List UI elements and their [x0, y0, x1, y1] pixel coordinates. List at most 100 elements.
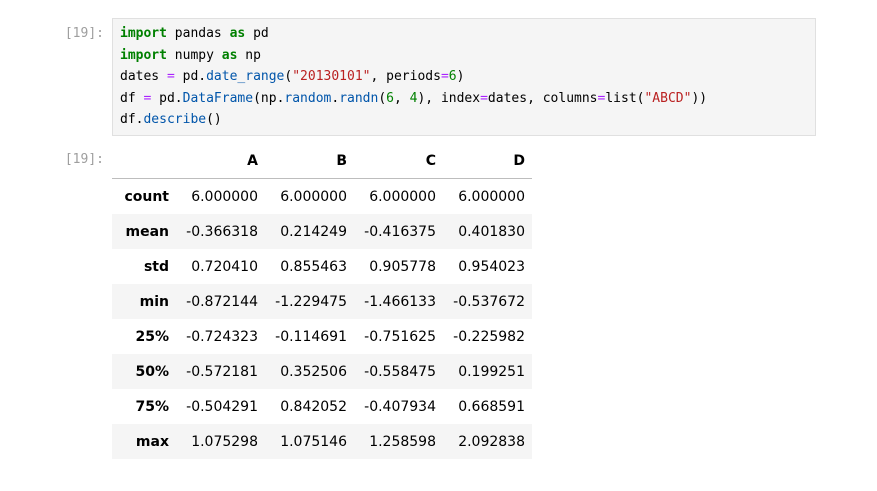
table-cell: 1.258598 — [369, 433, 436, 450]
row-index: max — [135, 433, 169, 450]
table-cell: -1.229475 — [275, 293, 347, 310]
table-cell: 0.199251 — [458, 363, 525, 380]
code-token: )) — [691, 90, 708, 106]
column-header: A — [176, 143, 265, 179]
table-cell: 0.214249 — [280, 223, 347, 240]
column-header: D — [443, 143, 532, 179]
table-cell: -0.114691 — [275, 328, 347, 345]
code-token: numpy — [174, 47, 214, 63]
column-header: C — [354, 143, 443, 179]
table-cell: -0.416375 — [364, 223, 436, 240]
table-cell: 0.352506 — [280, 363, 347, 380]
code-token: ) — [456, 69, 465, 84]
code-token: "ABCD" — [644, 90, 692, 106]
code-token: 6 — [448, 69, 457, 84]
code-line: import numpy as np — [120, 45, 815, 67]
table-cell: -0.537672 — [453, 293, 525, 310]
corner — [112, 143, 176, 179]
table-cell: 6.000000 — [280, 188, 347, 205]
table-row: mean -0.366318 0.214249 -0.416375 0.401830 — [112, 214, 532, 249]
code-line: import pandas as pd — [120, 23, 815, 45]
code-token: DataFrame — [182, 90, 254, 106]
code-cell[interactable]: import pandas as pd import numpy as np dat… — [112, 18, 816, 136]
table-cell: -0.558475 — [364, 363, 436, 380]
code-token: pd — [182, 69, 199, 84]
code-token: "20130101" — [292, 69, 371, 84]
row-index: mean — [125, 223, 170, 240]
table-row: min -0.872144 -1.229475 -1.466133 -0.537672 — [112, 284, 532, 319]
code-token: randn — [339, 90, 379, 106]
table-cell: 2.092838 — [458, 433, 525, 450]
code-token — [222, 26, 230, 41]
code-token: = — [440, 69, 449, 84]
code-token: . — [331, 90, 340, 106]
code-token: as — [221, 47, 238, 63]
code-token: periods — [386, 69, 441, 84]
table-cell: 6.000000 — [458, 188, 525, 205]
table-row: 50% -0.572181 0.352506 -0.558475 0.199251 — [112, 354, 532, 389]
table-cell: 0.842052 — [280, 398, 347, 415]
code-token: () — [206, 112, 222, 127]
row-index: 50% — [135, 363, 169, 380]
code-token: = — [597, 90, 606, 106]
table-cell: 0.668591 — [458, 398, 525, 415]
code-token: = — [143, 90, 152, 106]
code-token: ( — [636, 90, 645, 106]
table-cell: 6.000000 — [191, 188, 258, 205]
code-line: df.describe() — [120, 109, 815, 131]
output-prompt: [19]: — [64, 152, 104, 167]
code-token: list — [605, 90, 637, 106]
table-cell: -0.225982 — [453, 328, 525, 345]
table-cell: -0.872144 — [186, 293, 258, 310]
code-token: date_range — [206, 69, 285, 84]
row-index: count — [124, 188, 169, 205]
row-index: 25% — [135, 328, 169, 345]
table-cell: -1.466133 — [364, 293, 436, 310]
code-token: = — [166, 69, 175, 84]
table-cell: -0.504291 — [186, 398, 258, 415]
column-header: B — [265, 143, 354, 179]
table-row: max 1.075298 1.075146 1.258598 2.092838 — [112, 424, 532, 459]
table-cell: -0.572181 — [186, 363, 258, 380]
table-cell: 1.075298 — [191, 433, 258, 450]
code-token: np — [245, 47, 261, 63]
code-token: df — [120, 112, 136, 127]
code-token: , — [527, 90, 543, 106]
code-token: . — [276, 90, 285, 106]
code-token — [159, 69, 167, 84]
code-line: dates = pd.date_range("20130101", period… — [120, 66, 815, 88]
code-token — [151, 91, 159, 106]
code-token: , — [370, 69, 387, 84]
table-cell: 1.075146 — [280, 433, 347, 450]
code-token: import — [120, 47, 167, 63]
row-index: std — [143, 258, 169, 275]
code-token: , — [393, 90, 410, 106]
code-token: pandas — [174, 26, 222, 41]
code-token: ( — [284, 69, 293, 84]
code-token: describe — [143, 112, 207, 127]
table-cell: 6.000000 — [369, 188, 436, 205]
code-token: ( — [378, 90, 387, 106]
row-index: min — [139, 293, 169, 310]
code-token: import — [120, 26, 167, 41]
code-token — [245, 26, 253, 41]
table-cell: 0.954023 — [458, 258, 525, 275]
code-token — [175, 69, 183, 84]
input-prompt: [19]: — [64, 26, 104, 41]
code-token: . — [135, 112, 144, 127]
code-token — [214, 48, 222, 63]
table-row: 25% -0.724323 -0.114691 -0.751625 -0.225982 — [112, 319, 532, 354]
table-cell: -0.366318 — [186, 223, 258, 240]
code-token: dates — [120, 69, 160, 84]
code-token — [167, 26, 175, 41]
code-token: np — [260, 90, 277, 106]
table-row: std 0.720410 0.855463 0.905778 0.954023 — [112, 249, 532, 284]
table-row: 75% -0.504291 0.842052 -0.407934 0.668591 — [112, 389, 532, 424]
code-token: df — [120, 90, 136, 106]
code-token: pd — [159, 90, 175, 106]
table-row: count 6.000000 6.000000 6.000000 6.000000 — [112, 179, 532, 215]
table-cell: -0.724323 — [186, 328, 258, 345]
row-index: 75% — [135, 398, 169, 415]
code-token — [167, 48, 175, 63]
